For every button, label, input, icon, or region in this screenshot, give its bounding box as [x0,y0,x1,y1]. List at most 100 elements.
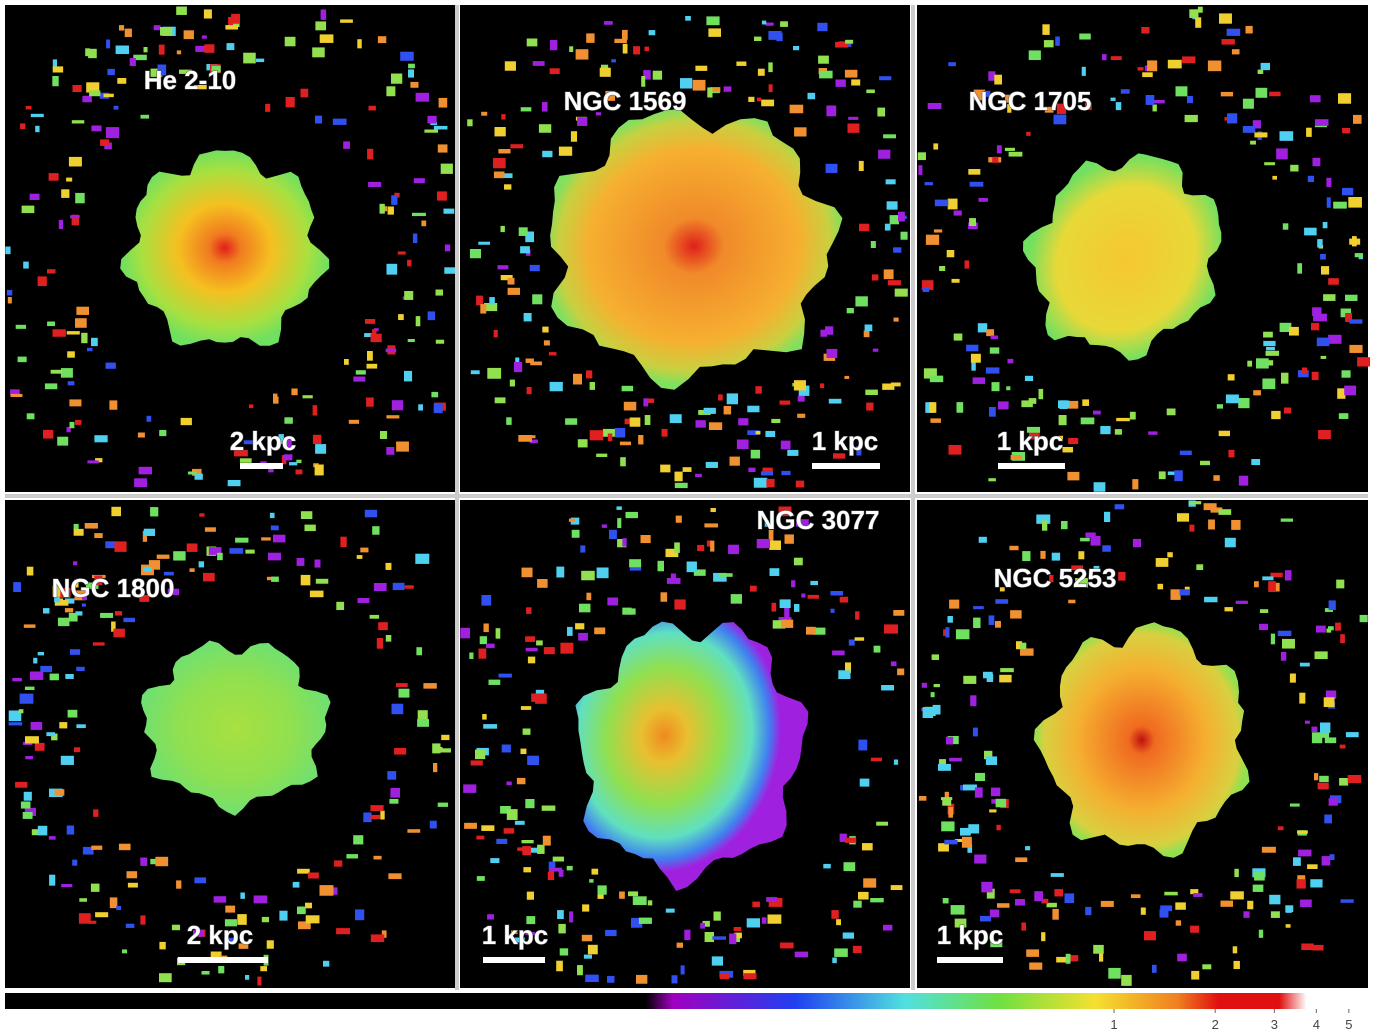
speckle [67,351,75,358]
speckle [1218,430,1230,437]
speckle [520,107,532,112]
speckle [674,542,680,553]
speckle [470,760,483,766]
speckle [398,314,404,321]
speckle [1046,902,1057,908]
speckle [20,801,31,809]
speckle [1309,95,1321,103]
speckle [974,787,983,798]
speckle [793,46,800,51]
speckle [19,693,34,704]
speckle [372,526,380,535]
speckle [525,799,535,809]
speckle [114,541,127,552]
speckle [1055,36,1060,46]
speckle [644,415,651,426]
speckle [1110,97,1116,101]
speckle [1310,879,1323,888]
speckle [129,58,136,67]
speckle [927,103,942,110]
speckle [1319,775,1329,783]
speckle [1015,857,1028,863]
speckle [61,884,73,888]
speckle [33,657,38,664]
speckle [938,763,951,771]
speckle [939,266,946,271]
speckle [826,348,838,359]
speckle [408,63,415,69]
speckle [37,652,45,656]
speckle [66,177,73,182]
speckle [605,929,617,937]
speckle [240,892,245,899]
speckle [1164,891,1178,896]
speckle [660,592,668,602]
speckle [1269,894,1281,905]
speckle [1220,91,1234,97]
speckle [336,601,345,611]
speckle [953,333,963,341]
speckle [514,820,525,825]
speckle [476,876,485,881]
speckle [284,36,296,47]
speckle [675,515,682,523]
speckle [761,20,767,25]
speckle [1093,944,1104,954]
speckle [1026,131,1031,136]
speckle [391,195,398,205]
speckle [140,915,146,925]
speckle [975,772,986,782]
speckle [21,205,35,214]
speckle [548,861,556,871]
speckle [596,567,609,579]
speckle [76,724,86,729]
panel-label: NGC 1569 [564,86,687,116]
speckle [486,643,495,649]
speckle [111,506,122,517]
speckle [632,896,647,906]
speckle [558,923,566,934]
speckle [991,382,1000,392]
speckle [884,624,898,634]
speckle [537,844,545,854]
speckle [756,538,771,549]
speckle [444,267,457,274]
speckle [171,924,181,931]
speckle [1062,447,1074,453]
speckle [885,179,896,185]
speckle [1231,520,1241,530]
speckle [781,470,791,476]
speckle [501,744,511,753]
panel: NGC 5253 1 kpc [917,500,1368,988]
speckle [921,280,934,290]
speckle [1078,551,1085,560]
speckle [270,525,279,531]
speckle [541,102,548,112]
speckle [882,383,895,390]
speckle [25,756,34,760]
speckle [137,432,145,438]
speckle [1137,67,1144,71]
speckle [522,435,536,439]
speckle [1093,482,1106,492]
speckle [87,347,93,352]
speckle [693,569,706,576]
speckle [1301,943,1314,951]
speckle [437,802,449,807]
speckle [1115,102,1122,111]
speckle [526,891,534,900]
speckle [397,251,406,255]
speckle [622,538,627,547]
speckle [367,148,374,160]
speckle [1227,113,1238,124]
speckle [412,212,426,217]
speckle [747,430,760,435]
speckle [665,908,675,913]
speckle [748,96,755,102]
speckle [985,756,998,765]
speckle [1340,308,1352,318]
speckle [1110,56,1122,61]
speckle [781,619,794,628]
speckle [470,370,480,375]
speckle [854,637,865,641]
